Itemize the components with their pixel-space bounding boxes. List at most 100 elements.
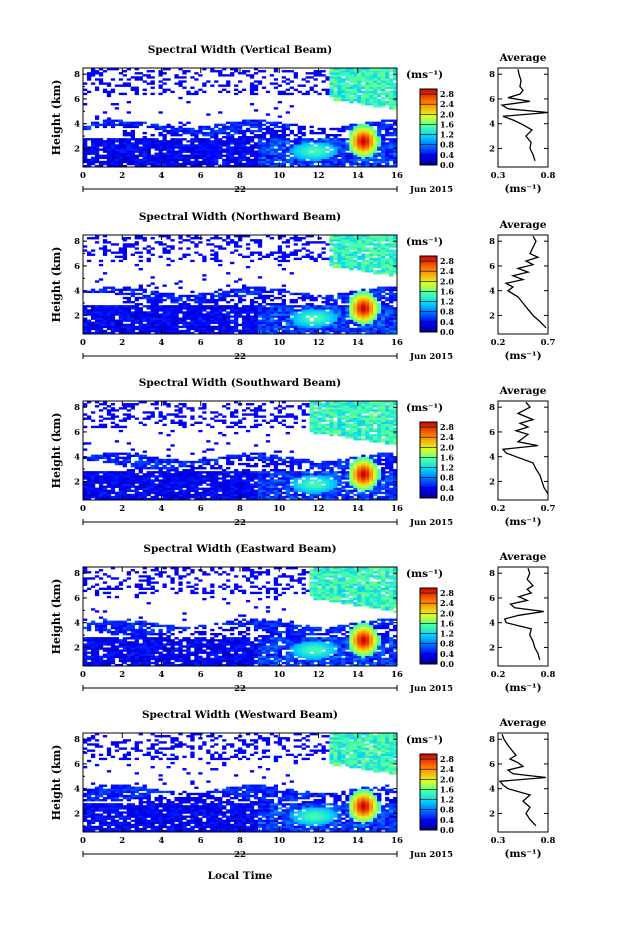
heatmap-cell	[273, 162, 279, 166]
heatmap-cell	[226, 323, 231, 327]
heatmap-cell	[90, 70, 96, 73]
heatmap-cell	[313, 296, 318, 300]
heatmap-cell	[269, 327, 275, 331]
heatmap-cell	[317, 144, 322, 147]
heatmap-cell	[126, 82, 131, 85]
heatmap-cell	[114, 495, 120, 499]
heatmap-cell	[245, 162, 251, 166]
heatmap-cell	[269, 329, 275, 333]
heatmap-cell	[214, 305, 219, 308]
heatmap-cell	[249, 331, 255, 334]
heatmap-cell	[385, 92, 390, 96]
heatmap-cell	[194, 245, 199, 248]
heatmap-cell	[353, 70, 358, 73]
heatmap-cell	[190, 417, 195, 420]
heatmap-cell	[234, 313, 239, 316]
heatmap-cell	[241, 489, 247, 493]
heatmap-cell	[114, 409, 120, 412]
heatmap-cell	[182, 253, 187, 256]
heatmap-cell	[126, 477, 131, 480]
heatmap-cell	[178, 493, 183, 497]
heatmap-cell	[170, 152, 175, 155]
heatmap-cell	[245, 164, 251, 167]
heatmap-cell	[214, 481, 219, 484]
heatmap-cell	[369, 88, 374, 91]
heatmap-cell	[381, 259, 386, 263]
heatmap-cell	[333, 162, 338, 166]
heatmap-cell	[202, 481, 207, 484]
heatmap-cell	[349, 131, 354, 135]
heatmap-cell	[349, 154, 354, 157]
heatmap-cell	[230, 298, 235, 302]
heatmap-cell	[385, 243, 390, 246]
heatmap-cell	[377, 86, 382, 89]
heatmap-cell	[234, 292, 239, 296]
heatmap-cell	[301, 255, 306, 258]
colorbar-tick-label: 2.0	[440, 109, 454, 119]
heatmap-cell	[289, 144, 294, 147]
heatmap-cell	[373, 257, 378, 261]
heatmap-cell	[146, 259, 151, 263]
heatmap-cell	[333, 68, 338, 71]
heatmap-cell	[285, 127, 290, 131]
heatmap-cell	[341, 84, 346, 87]
heatmap-cell	[118, 477, 124, 480]
heatmap-cell	[202, 131, 207, 135]
heatmap-cell	[226, 487, 231, 490]
heatmap-cell	[174, 409, 179, 412]
heatmap-cell	[329, 94, 334, 98]
profile-y-tick-label: 6	[489, 262, 495, 272]
panel-title: Spectral Width (Vertical Beam)	[148, 44, 332, 56]
heatmap-cell	[257, 241, 263, 244]
heatmap-cell	[365, 98, 370, 102]
heatmap-cell	[182, 307, 187, 310]
heatmap-cell	[222, 419, 227, 422]
heatmap-cell	[194, 317, 199, 320]
heatmap-cell	[158, 319, 163, 322]
heatmap-cell	[337, 294, 342, 298]
heatmap-cell	[345, 237, 350, 240]
heatmap-cell	[194, 72, 199, 75]
heatmap-cell	[245, 497, 251, 500]
heatmap-cell	[162, 152, 167, 155]
heatmap-cell	[150, 327, 155, 331]
heatmap-cell	[170, 305, 175, 308]
heatmap-cell	[289, 131, 294, 135]
heatmap-cell	[162, 313, 167, 316]
heatmap-cell	[98, 278, 104, 281]
heatmap-cell	[273, 313, 279, 316]
heatmap-cell	[90, 144, 96, 147]
heatmap-cell	[114, 160, 120, 164]
heatmap-cell	[142, 290, 147, 294]
heatmap-cell	[170, 419, 175, 422]
heatmap-cell	[186, 160, 191, 164]
heatmap-cell	[313, 259, 318, 263]
heatmap-cell	[186, 493, 191, 497]
profile-y-tick-label: 6	[489, 95, 495, 105]
heatmap-cell	[389, 158, 394, 162]
heatmap-cell	[385, 329, 390, 333]
colorbar	[419, 255, 438, 333]
heatmap	[83, 235, 397, 334]
heatmap-cell	[269, 253, 275, 256]
heatmap-cell	[369, 317, 374, 320]
heatmap-cell	[86, 417, 92, 420]
heatmap-cell	[210, 152, 215, 155]
heatmap-cell	[285, 329, 290, 333]
heatmap-cell	[170, 160, 175, 164]
heatmap-cell	[134, 150, 139, 153]
heatmap-cell	[210, 140, 215, 143]
heatmap-cell	[214, 257, 219, 261]
heatmap-cell	[361, 268, 366, 271]
heatmap-cell	[94, 158, 100, 162]
heatmap-cell	[253, 129, 259, 133]
heatmap-cell	[369, 303, 374, 306]
heatmap-cell	[329, 164, 334, 167]
heatmap-cell	[186, 239, 191, 242]
heatmap-cell	[381, 123, 386, 127]
heatmap-cell	[297, 239, 302, 242]
heatmap-cell	[138, 72, 143, 75]
heatmap-cell	[150, 311, 155, 314]
heatmap-cell	[94, 315, 100, 318]
heatmap-cell	[341, 237, 346, 240]
